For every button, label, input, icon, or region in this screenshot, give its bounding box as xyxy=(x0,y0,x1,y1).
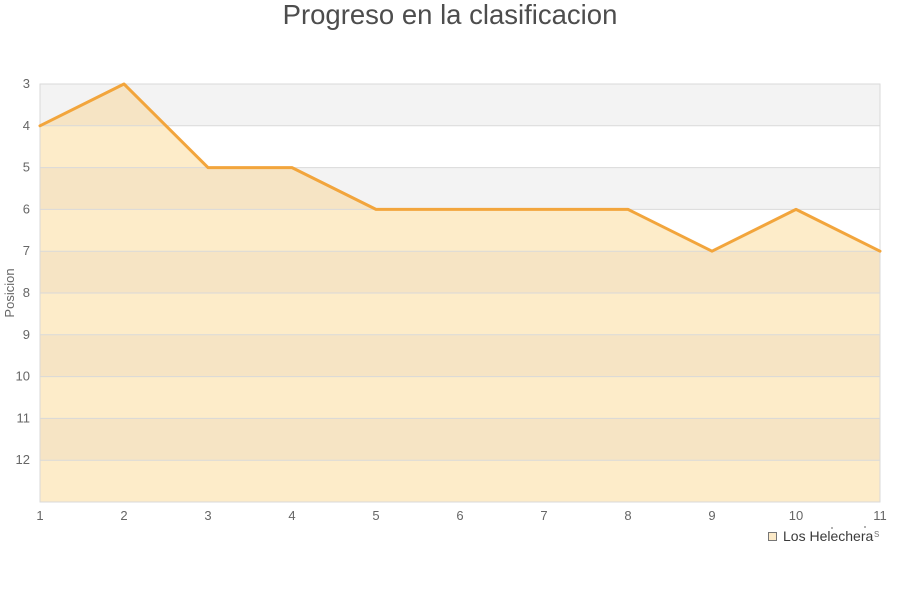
svg-text:Posicion: Posicion xyxy=(2,268,17,317)
svg-text:9: 9 xyxy=(708,508,715,523)
svg-text:4: 4 xyxy=(288,508,295,523)
svg-text:6: 6 xyxy=(456,508,463,523)
svg-text:12: 12 xyxy=(16,452,30,467)
svg-text:4: 4 xyxy=(23,118,30,133)
svg-text:10: 10 xyxy=(16,369,30,384)
svg-text:3: 3 xyxy=(23,76,30,91)
svg-text:5: 5 xyxy=(23,160,30,175)
svg-text:11: 11 xyxy=(17,410,31,425)
svg-text:8: 8 xyxy=(624,508,631,523)
svg-text:3: 3 xyxy=(204,508,211,523)
svg-text:5: 5 xyxy=(372,508,379,523)
svg-text:9: 9 xyxy=(23,327,30,342)
svg-text:7: 7 xyxy=(540,508,547,523)
svg-text:8: 8 xyxy=(23,285,30,300)
svg-text:10: 10 xyxy=(789,508,803,523)
svg-text:6: 6 xyxy=(23,201,30,216)
svg-text:2: 2 xyxy=(120,508,127,523)
svg-text:7: 7 xyxy=(23,243,30,258)
svg-text:11: 11 xyxy=(873,508,887,523)
svg-text:1: 1 xyxy=(36,508,43,523)
